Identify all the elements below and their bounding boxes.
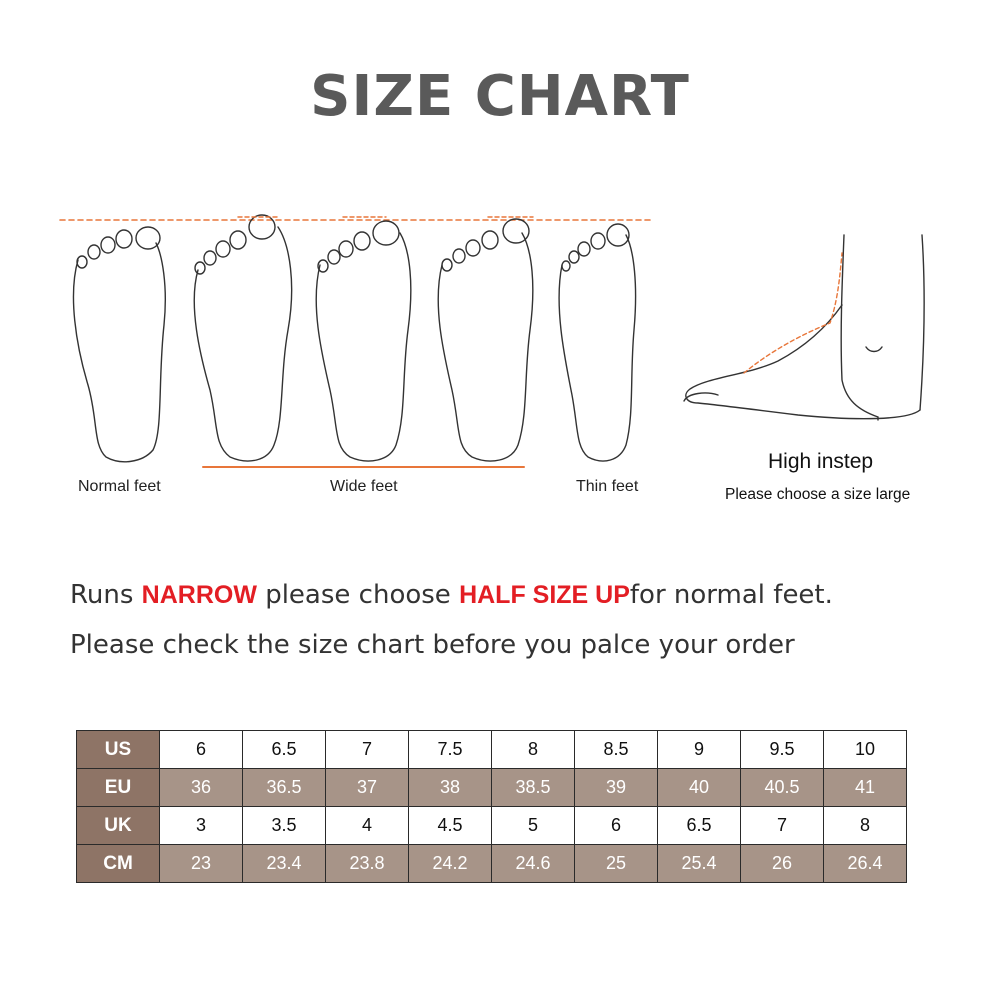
normal-feet-label: Normal feet bbox=[78, 478, 161, 495]
size-cell: 4.5 bbox=[408, 806, 492, 845]
feet-drawing bbox=[59, 214, 925, 468]
size-cell: 26.4 bbox=[823, 844, 907, 883]
size-cell: 36 bbox=[159, 768, 243, 807]
page-title: SIZE CHART bbox=[310, 64, 690, 129]
size-cell: 26 bbox=[740, 844, 824, 883]
notice-runs: Runs bbox=[70, 580, 134, 610]
size-cell: 8 bbox=[823, 806, 907, 845]
size-cell: 9 bbox=[657, 730, 741, 769]
notice-half-size-up: HALF SIZE UP bbox=[459, 581, 630, 609]
thin-feet-label: Thin feet bbox=[576, 478, 639, 495]
size-row-header: CM bbox=[76, 844, 160, 883]
high-instep-note: Please choose a size large bbox=[725, 486, 911, 503]
size-cell: 23 bbox=[159, 844, 243, 883]
size-cell: 3.5 bbox=[242, 806, 326, 845]
size-table-body: US 6 6.5 7 7.5 8 8.5 9 9.5 10 EU 36 36.5 37 38 38.5 39 40… bbox=[76, 730, 907, 883]
size-cell: 24.6 bbox=[491, 844, 575, 883]
size-cell: 36.5 bbox=[242, 768, 326, 807]
size-cell: 4 bbox=[325, 806, 409, 845]
size-cell: 7 bbox=[325, 730, 409, 769]
notice-narrow: NARROW bbox=[141, 581, 257, 609]
size-cell: 6.5 bbox=[657, 806, 741, 845]
size-row-header: UK bbox=[76, 806, 160, 845]
sizing-notice: Runs NARROW please choose HALF SIZE UPfo… bbox=[70, 580, 833, 610]
size-cell: 41 bbox=[823, 768, 907, 807]
foot-types-illustration: Normal feet Wide feet Thin feet High ins… bbox=[58, 205, 958, 525]
size-cell: 38.5 bbox=[491, 768, 575, 807]
high-instep-title: High instep bbox=[768, 450, 874, 473]
wide-foot-icon bbox=[315, 216, 412, 462]
size-chart-reminder: Please check the size chart before you p… bbox=[70, 630, 795, 660]
size-cell: 9.5 bbox=[740, 730, 824, 769]
size-cell: 24.2 bbox=[408, 844, 492, 883]
size-cell: 5 bbox=[491, 806, 575, 845]
size-cell: 23.4 bbox=[242, 844, 326, 883]
size-cell: 23.8 bbox=[325, 844, 409, 883]
size-cell: 40 bbox=[657, 768, 741, 807]
size-row-eu: EU 36 36.5 37 38 38.5 39 40 40.5 41 bbox=[76, 768, 907, 807]
size-row-header: EU bbox=[76, 768, 160, 807]
size-row-uk: UK 3 3.5 4 4.5 5 6 6.5 7 8 bbox=[76, 806, 907, 845]
size-table: US 6 6.5 7 7.5 8 8.5 9 9.5 10 EU 36 36.5 37 38 38.5 39 40… bbox=[76, 730, 907, 883]
size-cell: 25.4 bbox=[657, 844, 741, 883]
size-row-cm: CM 23 23.4 23.8 24.2 24.6 25 25.4 26 26.4 bbox=[76, 844, 907, 883]
size-cell: 8.5 bbox=[574, 730, 658, 769]
size-cell: 3 bbox=[159, 806, 243, 845]
size-cell: 37 bbox=[325, 768, 409, 807]
wide-foot-icon bbox=[437, 216, 534, 462]
notice-please-choose: please choose bbox=[265, 580, 451, 610]
normal-foot-icon bbox=[72, 226, 166, 463]
size-cell: 7 bbox=[740, 806, 824, 845]
notice-for-normal: for normal feet. bbox=[629, 580, 833, 610]
size-cell: 6 bbox=[159, 730, 243, 769]
high-instep-foot-icon bbox=[683, 234, 925, 421]
size-cell: 6.5 bbox=[242, 730, 326, 769]
wide-feet-label: Wide feet bbox=[330, 478, 398, 495]
size-cell: 7.5 bbox=[408, 730, 492, 769]
size-cell: 8 bbox=[491, 730, 575, 769]
size-cell: 25 bbox=[574, 844, 658, 883]
size-row-header: US bbox=[76, 730, 160, 769]
size-cell: 38 bbox=[408, 768, 492, 807]
size-cell: 40.5 bbox=[740, 768, 824, 807]
size-cell: 6 bbox=[574, 806, 658, 845]
size-row-us: US 6 6.5 7 7.5 8 8.5 9 9.5 10 bbox=[76, 730, 907, 769]
size-cell: 10 bbox=[823, 730, 907, 769]
wide-foot-icon bbox=[193, 214, 293, 462]
size-cell: 39 bbox=[574, 768, 658, 807]
thin-foot-icon bbox=[558, 223, 637, 462]
